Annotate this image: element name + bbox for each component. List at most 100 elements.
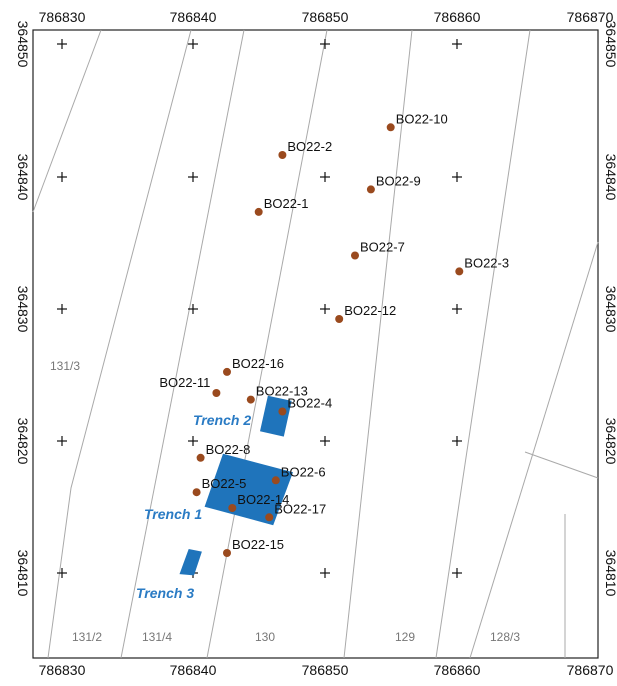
y-tick-label: 364810: [15, 550, 31, 597]
borehole-point: [278, 407, 287, 416]
borehole-label: BO22-6: [281, 464, 326, 479]
parcel-label: 131/4: [142, 630, 172, 644]
grid-cross: [452, 304, 462, 314]
borehole-label: BO22-16: [232, 356, 284, 371]
boreholes: BO22-10 BO22-2 BO22-9 BO22-1 BO22-7 BO22-3 BO2…: [159, 111, 509, 557]
borehole-point: [196, 453, 205, 462]
x-tick-label: 786850: [302, 9, 349, 25]
borehole-point: [366, 185, 375, 194]
x-tick-label: 786830: [39, 662, 86, 678]
x-tick-label: 786850: [302, 662, 349, 678]
parcel-label: 130: [255, 630, 275, 644]
borehole-label: BO22-17: [274, 501, 326, 516]
borehole-point: [223, 549, 231, 557]
grid-cross: [452, 568, 462, 578]
borehole-point: [212, 389, 221, 397]
borehole-point: [223, 367, 231, 376]
x-tick-label: 786860: [434, 9, 481, 25]
grid-cross: [57, 304, 67, 314]
trench-2-polygon: [260, 395, 292, 437]
borehole-label: BO22-4: [287, 396, 332, 411]
y-tick-label: 364830: [15, 286, 31, 333]
borehole-label: BO22-9: [376, 173, 421, 188]
grid-cross: [452, 172, 462, 182]
borehole-point: [278, 151, 287, 159]
grid-cross: [188, 172, 198, 182]
x-tick-label: 786870: [567, 9, 614, 25]
borehole-label: BO22-5: [202, 476, 247, 491]
borehole-label: BO22-11: [159, 375, 210, 390]
borehole-label: BO22-14: [237, 492, 289, 507]
y-tick-label: 364810: [603, 550, 617, 597]
y-tick-label: 364850: [603, 21, 617, 68]
trench-1-label: Trench 1: [144, 506, 202, 522]
borehole-point: [271, 476, 280, 485]
y-tick-label: 364820: [15, 418, 31, 465]
borehole-label: BO22-13: [256, 384, 308, 399]
borehole-label: BO22-8: [206, 442, 251, 457]
parcel-boundary: [435, 29, 531, 659]
grid-cross: [320, 304, 330, 314]
grid-cross: [57, 172, 67, 182]
borehole-point: [228, 504, 237, 512]
borehole-point: [351, 251, 359, 260]
x-axis-labels-top: 786830 786840 786850 786860 786870: [39, 9, 614, 25]
x-tick-label: 786840: [170, 9, 217, 25]
parcel-label: 131/3: [50, 359, 80, 373]
parcel-boundary: [206, 29, 328, 659]
parcel-boundary: [120, 29, 245, 659]
trench-1-polygon: [204, 453, 293, 526]
trenches: [179, 395, 293, 576]
trench-labels: Trench 1 Trench 2 Trench 3: [136, 412, 251, 601]
grid-cross: [57, 436, 67, 446]
grid-cross: [320, 39, 330, 49]
trench-2-label: Trench 2: [193, 412, 251, 428]
grid-cross: [320, 568, 330, 578]
borehole-label: BO22-7: [360, 240, 405, 255]
x-tick-label: 786840: [170, 662, 217, 678]
y-tick-label: 364830: [603, 286, 617, 333]
parcel-boundaries: [32, 29, 599, 659]
grid-cross: [320, 172, 330, 182]
grid-cross: [188, 436, 198, 446]
borehole-point: [455, 267, 464, 276]
parcel-boundary: [343, 29, 413, 659]
y-tick-label: 364840: [15, 154, 31, 201]
borehole-point: [386, 123, 395, 132]
y-axis-labels-left: 364850 364840 364830 364820 364810: [15, 21, 31, 597]
borehole-label: BO22-3: [464, 255, 509, 270]
parcel-boundary: [469, 241, 599, 659]
grid-cross: [57, 568, 67, 578]
parcel-label: 129: [395, 630, 415, 644]
y-axis-labels-right: 364850 364840 364830 364820 364810: [603, 21, 617, 597]
grid-cross: [320, 436, 330, 446]
y-tick-label: 364850: [15, 21, 31, 68]
parcel-labels: 131/3 131/2 131/4 130 129 128/3: [50, 359, 520, 644]
grid-cross: [452, 436, 462, 446]
x-tick-label: 786870: [567, 662, 614, 678]
y-tick-label: 364840: [603, 154, 617, 201]
borehole-label: BO22-1: [264, 196, 309, 211]
borehole-point: [246, 395, 255, 404]
borehole-point: [192, 488, 201, 497]
x-axis-labels-bottom: 786830 786840 786850 786860 786870: [39, 662, 614, 678]
borehole-label: BO22-10: [396, 111, 448, 126]
parcel-boundary: [47, 29, 192, 659]
borehole-point: [254, 207, 263, 216]
borehole-label: BO22-15: [232, 537, 284, 552]
trench-3-polygon: [179, 549, 202, 576]
parcel-boundary: [32, 29, 102, 213]
parcel-label: 131/2: [72, 630, 102, 644]
parcel-boundary: [524, 451, 599, 479]
map-frame: [32, 29, 599, 659]
borehole-label: BO22-12: [344, 303, 396, 318]
grid-cross: [188, 304, 198, 314]
grid-cross: [57, 39, 67, 49]
grid-cross: [452, 39, 462, 49]
grid-cross: [188, 39, 198, 49]
borehole-point: [335, 315, 344, 323]
y-tick-label: 364820: [603, 418, 617, 465]
borehole-point: [265, 513, 274, 522]
parcel-label: 128/3: [490, 630, 520, 644]
